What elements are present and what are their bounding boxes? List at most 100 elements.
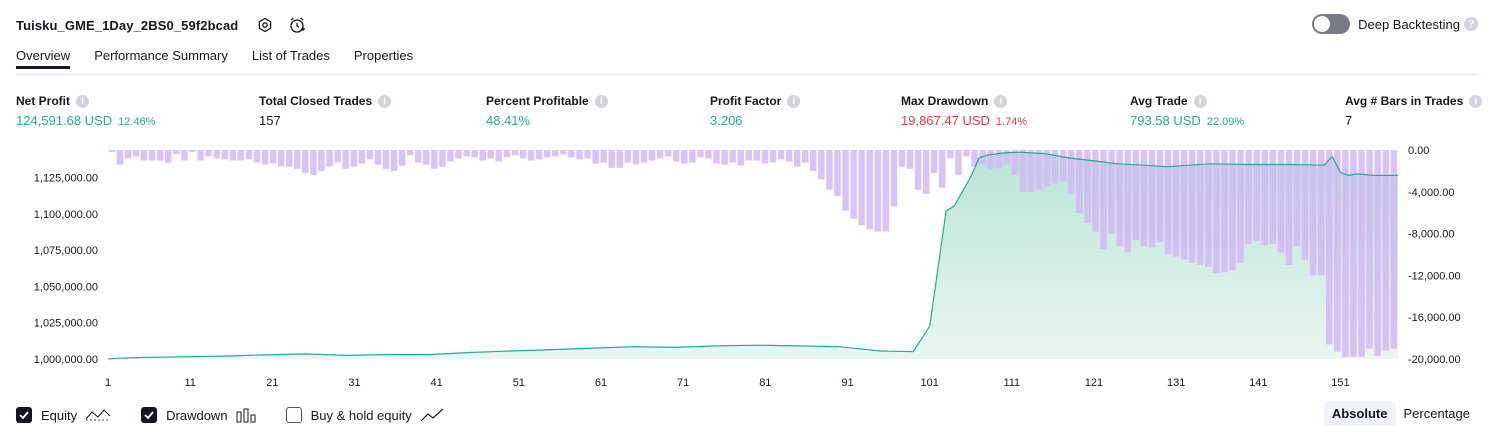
drawdown-bar xyxy=(874,150,881,232)
tab-divider xyxy=(16,73,1478,76)
drawdown-bar xyxy=(995,150,1002,168)
drawdown-bar xyxy=(205,150,212,157)
tab-list-of-trades[interactable]: List of Trades xyxy=(251,48,330,63)
right-axis: 0.00 -4,000.00 -8,000.00 -12,000.00 -16,000.… xyxy=(1408,145,1461,366)
tab-properties[interactable]: Properties xyxy=(353,48,414,63)
stat-label: Total Closed Trades xyxy=(259,94,373,108)
info-icon[interactable]: i xyxy=(594,94,608,108)
drawdown-bar xyxy=(1076,150,1083,213)
drawdown-bar xyxy=(898,150,906,167)
drawdown-bar xyxy=(326,150,333,167)
equity-label: Equity xyxy=(41,407,78,423)
drawdown-bar xyxy=(1326,150,1333,345)
drawdown-bar xyxy=(608,150,615,168)
x-axis-tick-label: 61 xyxy=(595,377,607,389)
stat-net-profit: Net Profit i 124,591.68 USD 12.46% xyxy=(16,94,155,128)
drawdown-bar xyxy=(745,150,752,161)
drawdown-bar xyxy=(834,150,841,196)
drawdown-bar xyxy=(1068,150,1075,194)
drawdown-bar xyxy=(1060,150,1067,182)
x-axis-tick-label: 1 xyxy=(105,377,111,389)
check-icon[interactable] xyxy=(141,407,158,423)
drawdown-bar xyxy=(753,150,761,161)
drawdown-bar xyxy=(269,150,277,164)
equity-checkbox[interactable]: Equity xyxy=(16,407,111,423)
drawdown-bar xyxy=(1124,150,1131,253)
drawdown-bar xyxy=(415,150,422,163)
info-icon[interactable]: i xyxy=(76,94,89,108)
stat-value: 19,867.47 USD xyxy=(901,113,990,128)
percentage-button[interactable]: Percentage xyxy=(1403,406,1471,421)
buy-hold-checkbox[interactable]: Buy & hold equity xyxy=(285,407,444,423)
x-axis-tick-label: 121 xyxy=(1085,377,1103,389)
check-icon[interactable] xyxy=(16,407,32,423)
alert-clock-icon[interactable] xyxy=(288,16,306,34)
drawdown-bar xyxy=(552,150,559,157)
drawdown-bar xyxy=(1245,150,1252,244)
drawdown-bar xyxy=(866,150,873,230)
info-icon[interactable]: i xyxy=(994,94,1008,108)
drawdown-bar xyxy=(664,150,672,157)
absolute-button[interactable]: Absolute xyxy=(1323,401,1396,426)
tab-performance-summary[interactable]: Performance Summary xyxy=(94,48,228,63)
drawdown-bar xyxy=(576,150,583,160)
x-axis-tick-label: 141 xyxy=(1249,377,1267,389)
drawdown-bar xyxy=(487,150,494,159)
help-icon[interactable]: ? xyxy=(1464,17,1478,31)
drawdown-bar xyxy=(140,150,148,161)
drawdown-bar xyxy=(1390,150,1397,349)
report-tabs: Overview Performance Summary List of Tra… xyxy=(16,48,437,69)
drawdown-label: Drawdown xyxy=(166,407,228,423)
x-axis-tick-label: 111 xyxy=(1003,377,1020,389)
drawdown-bar xyxy=(398,150,406,166)
drawdown-bar xyxy=(277,150,285,167)
stat-label: Net Profit xyxy=(16,94,70,108)
drawdown-bar xyxy=(931,150,938,173)
drawdown-bar xyxy=(334,150,341,163)
drawdown-bar xyxy=(963,150,970,157)
tab-overview[interactable]: Overview xyxy=(16,48,71,69)
drawdown-bar xyxy=(165,150,172,163)
stat-avg-bars: Avg # Bars in Trades i 7 xyxy=(1345,94,1483,128)
drawdown-bar xyxy=(673,150,680,162)
drawdown-bar xyxy=(1148,150,1156,248)
drawdown-bar xyxy=(108,150,116,153)
checkbox-box[interactable] xyxy=(285,407,302,423)
drawdown-bar xyxy=(1092,150,1099,232)
strategy-header: Tuisku_GME_1Day_2BS0_59f2bcad Deep Backt… xyxy=(16,12,1478,38)
drawdown-bar xyxy=(906,150,914,169)
line-trend-icon xyxy=(420,407,444,423)
info-icon[interactable]: i xyxy=(378,94,392,108)
drawdown-bar xyxy=(882,150,890,232)
left-axis-tick-label: 1,125,000.00 xyxy=(34,173,98,185)
drawdown-checkbox[interactable]: Drawdown xyxy=(141,407,256,423)
drawdown-bar xyxy=(439,150,446,167)
drawdown-bar xyxy=(681,150,688,164)
stat-percent: 1.74% xyxy=(995,116,1028,128)
right-axis-tick-label: -16,000.00 xyxy=(1408,312,1461,324)
settings-icon[interactable] xyxy=(256,16,274,34)
equity-line xyxy=(107,151,1398,360)
drawdown-bar xyxy=(431,150,438,169)
stat-percent-profitable: Percent Profitable i 48.41% xyxy=(486,94,608,128)
deep-backtesting-toggle[interactable] xyxy=(1312,14,1351,34)
drawdown-bar xyxy=(890,150,898,207)
drawdown-bar xyxy=(447,150,454,162)
drawdown-bar xyxy=(922,150,930,194)
drawdown-bar xyxy=(358,150,365,164)
strategy-title: Tuisku_GME_1Day_2BS0_59f2bcad xyxy=(16,17,239,33)
drawdown-bar xyxy=(1197,150,1204,265)
drawdown-bar xyxy=(858,150,865,226)
stat-label: Avg # Bars in Trades xyxy=(1345,94,1464,108)
drawdown-bar xyxy=(495,150,503,162)
info-icon[interactable]: i xyxy=(1469,94,1483,108)
info-icon[interactable]: i xyxy=(787,94,801,108)
deep-backtesting-label: Deep Backtesting xyxy=(1358,16,1460,32)
info-icon[interactable]: i xyxy=(1193,94,1207,108)
equity-drawdown-chart[interactable]: 1,000,000.00 1,025,000.00 1,050,000.00 1,07… xyxy=(0,140,1494,392)
drawdown-bar xyxy=(157,150,164,161)
stat-label: Max Drawdown xyxy=(901,94,989,108)
drawdown-bar xyxy=(1205,150,1212,267)
drawdown-bar xyxy=(1301,150,1309,260)
drawdown-bar xyxy=(302,150,309,173)
